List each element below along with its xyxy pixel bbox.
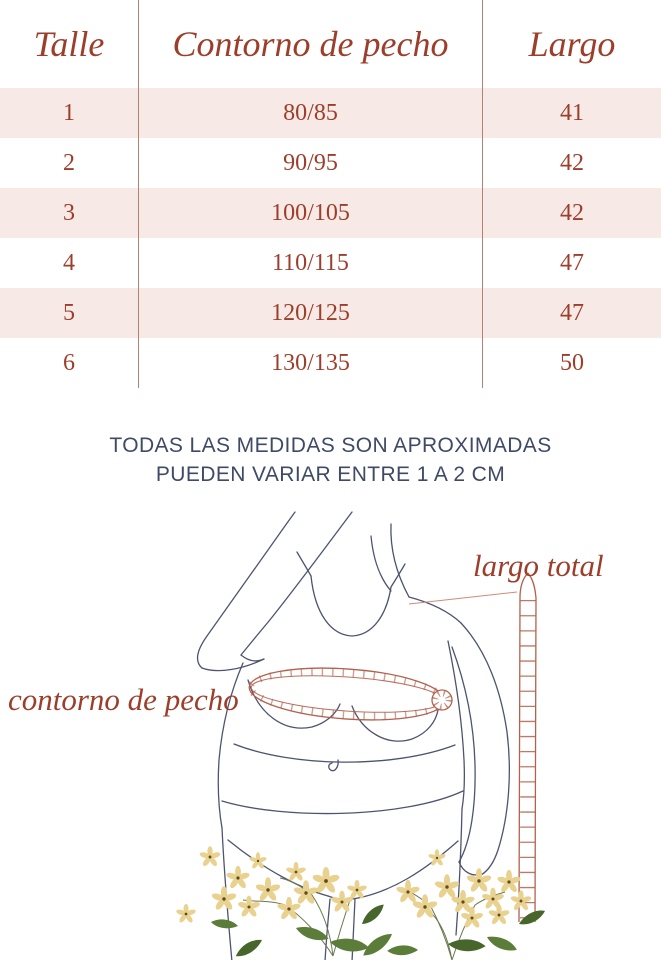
largo-cell: 50 xyxy=(560,349,584,376)
largo-cell: 41 xyxy=(483,88,661,138)
largo-cell: 47 xyxy=(560,249,584,276)
contorno-cell: 120/125 xyxy=(139,288,483,338)
contorno-cell: 130/135 xyxy=(139,338,483,388)
notice-line-2: PUEDEN VARIAR ENTRE 1 A 2 CM xyxy=(155,463,506,486)
chest-tape xyxy=(246,667,453,721)
talle-cell: 2 xyxy=(0,138,139,188)
contorno-cell: 110/115 xyxy=(139,238,483,288)
contorno-cell: 100/105 xyxy=(139,188,483,238)
largo-cell: 42 xyxy=(483,188,661,238)
col-header-contorno: Contorno de pecho xyxy=(139,0,483,88)
navel xyxy=(328,759,339,772)
measurements-notice: TODAS LAS MEDIDAS SON APROXIMADAS PUEDEN… xyxy=(0,431,661,489)
talle-cell: 1 xyxy=(0,88,139,138)
measurement-diagram: contorno de pecho largo total xyxy=(0,510,661,960)
contorno-cell: 90/95 xyxy=(139,138,483,188)
largo-cell: 42 xyxy=(560,149,584,176)
vertical-tape xyxy=(518,572,537,923)
size-table: Talle Contorno de pecho Largo 1 80/85 41… xyxy=(0,0,661,388)
talle-cell: 5 xyxy=(0,288,139,338)
flowers-left xyxy=(175,846,388,960)
tape-buckle xyxy=(431,689,453,711)
col-header-talle: Talle xyxy=(0,0,139,88)
length-measure-label: largo total xyxy=(473,548,604,583)
talle-cell: 3 xyxy=(0,188,139,238)
body-outline xyxy=(196,511,510,960)
body-illustration xyxy=(175,511,548,960)
contorno-cell: 80/85 xyxy=(139,88,483,138)
chest-measure-label: contorno de pecho xyxy=(8,682,239,717)
notice-line-1: TODAS LAS MEDIDAS SON APROXIMADAS xyxy=(109,434,552,457)
flowers-right xyxy=(359,849,548,960)
largo-cell: 47 xyxy=(483,288,661,338)
talle-cell: 6 xyxy=(0,338,139,388)
talle-cell: 4 xyxy=(0,238,139,288)
pointer-line xyxy=(408,591,518,605)
col-header-largo: Largo xyxy=(528,24,616,64)
